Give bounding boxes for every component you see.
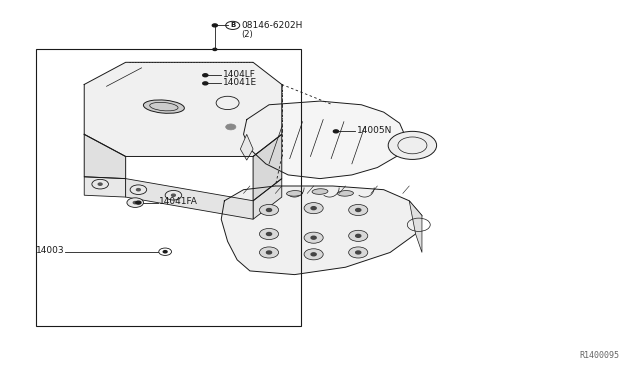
Circle shape — [226, 124, 236, 130]
Circle shape — [213, 48, 217, 51]
Circle shape — [259, 205, 278, 215]
Circle shape — [130, 185, 147, 195]
Text: 14041FA: 14041FA — [159, 198, 198, 206]
Ellipse shape — [337, 190, 353, 196]
Text: 1404LF: 1404LF — [223, 70, 255, 79]
Polygon shape — [125, 179, 253, 219]
Circle shape — [203, 82, 208, 85]
Ellipse shape — [287, 190, 303, 196]
Bar — [36, 49, 301, 326]
Circle shape — [165, 190, 182, 200]
Circle shape — [172, 194, 175, 196]
Circle shape — [259, 247, 278, 258]
Circle shape — [311, 207, 316, 210]
Circle shape — [127, 198, 143, 208]
Circle shape — [203, 74, 208, 77]
Circle shape — [311, 236, 316, 239]
Circle shape — [356, 209, 361, 211]
Polygon shape — [84, 62, 282, 157]
Circle shape — [333, 130, 339, 133]
Circle shape — [266, 232, 271, 235]
Polygon shape — [253, 134, 282, 201]
Circle shape — [349, 247, 368, 258]
Circle shape — [304, 232, 323, 243]
Text: 14005N: 14005N — [357, 126, 392, 135]
Circle shape — [266, 251, 271, 254]
Circle shape — [136, 189, 140, 191]
Circle shape — [349, 205, 368, 215]
Polygon shape — [409, 201, 422, 253]
Polygon shape — [244, 101, 406, 179]
Polygon shape — [84, 177, 125, 197]
Polygon shape — [253, 179, 282, 219]
Circle shape — [136, 201, 141, 204]
Circle shape — [212, 24, 218, 27]
Circle shape — [163, 251, 167, 253]
Text: 14041E: 14041E — [223, 78, 257, 87]
Polygon shape — [241, 134, 253, 160]
Ellipse shape — [143, 100, 184, 113]
Text: R1400095: R1400095 — [579, 351, 620, 360]
Circle shape — [259, 228, 278, 240]
Text: 14003: 14003 — [36, 247, 65, 256]
Circle shape — [388, 131, 436, 160]
Circle shape — [304, 249, 323, 260]
Text: B: B — [230, 22, 236, 28]
Circle shape — [133, 202, 137, 204]
Circle shape — [92, 179, 108, 189]
Circle shape — [304, 203, 323, 214]
Circle shape — [266, 209, 271, 211]
Circle shape — [349, 230, 368, 241]
Ellipse shape — [312, 189, 328, 194]
Circle shape — [99, 183, 102, 185]
Polygon shape — [221, 186, 422, 275]
Circle shape — [311, 253, 316, 256]
Polygon shape — [84, 134, 125, 179]
Text: (2): (2) — [241, 30, 253, 39]
Circle shape — [356, 234, 361, 237]
Text: 08146-6202H: 08146-6202H — [241, 21, 302, 30]
Circle shape — [356, 251, 361, 254]
